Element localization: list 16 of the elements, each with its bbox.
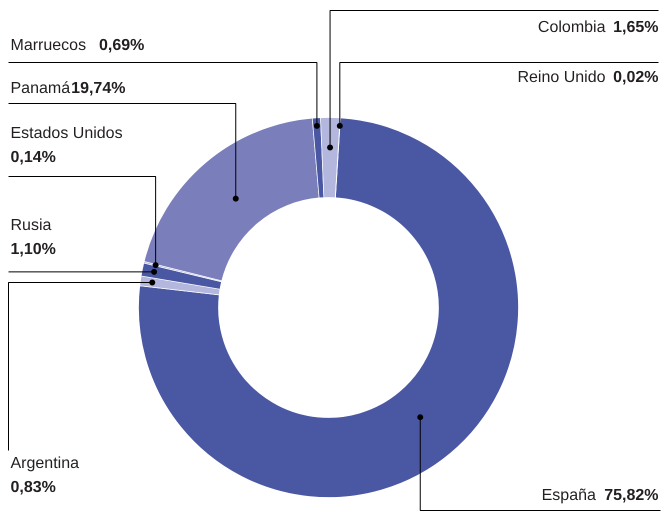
- data-label: 1,65%: [613, 19, 659, 36]
- slice-label: Panamá: [10, 80, 70, 97]
- data-label: 0,69%: [99, 37, 144, 54]
- data-label: 75,82%: [604, 487, 658, 504]
- slice-label: Marruecos: [10, 37, 86, 54]
- slice-label: Estados Unidos: [10, 125, 123, 142]
- slice-label: España: [542, 487, 596, 504]
- data-label: 0,83%: [10, 479, 56, 496]
- data-label: 0,02%: [613, 69, 659, 86]
- slice-label: Reino Unido: [517, 69, 606, 86]
- data-label: 19,74%: [71, 80, 126, 97]
- slice-label: Rusia: [10, 217, 52, 234]
- slice-label: Argentina: [10, 455, 80, 472]
- data-label: 0,14%: [10, 149, 56, 166]
- data-label: 1,10%: [10, 241, 56, 258]
- slice-label: Colombia: [538, 19, 606, 36]
